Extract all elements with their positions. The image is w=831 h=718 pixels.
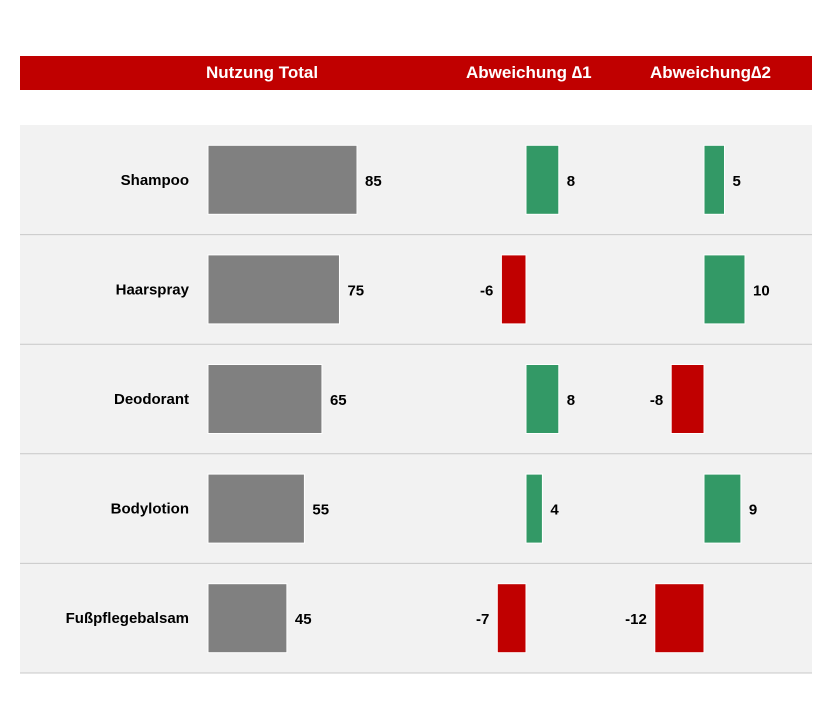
total-bar-bodylotion — [207, 473, 305, 544]
header-abweichung-2: Abweichung∆2 — [650, 63, 771, 82]
delta2-value-label-deodorant: -8 — [650, 392, 663, 409]
total-value-label-bodylotion: 55 — [312, 502, 329, 519]
category-label-deodorant: Deodorant — [114, 391, 189, 408]
delta1-bar-deodorant — [525, 364, 560, 434]
delta1-bar-haarspray — [500, 254, 527, 325]
total-bar-deodorant — [207, 364, 323, 434]
delta1-value-label-haarspray: -6 — [480, 282, 493, 299]
total-value-label-fusspflegebalsam: 45 — [295, 611, 312, 628]
category-label-fusspflegebalsam: Fußpflegebalsam — [66, 610, 189, 627]
total-bar-fusspflegebalsam — [207, 583, 288, 654]
total-bar-shampoo — [207, 144, 358, 215]
category-label-bodylotion: Bodylotion — [111, 501, 189, 518]
delta2-bar-fusspflegebalsam — [654, 583, 705, 654]
delta1-bar-bodylotion — [525, 473, 543, 544]
delta2-bar-shampoo — [703, 144, 725, 215]
total-value-label-deodorant: 65 — [330, 392, 347, 409]
delta2-value-label-fusspflegebalsam: -12 — [625, 611, 647, 628]
total-bar-haarspray — [207, 254, 340, 325]
delta2-value-label-bodylotion: 9 — [749, 502, 757, 519]
category-label-shampoo: Shampoo — [121, 172, 189, 189]
category-label-haarspray: Haarspray — [116, 281, 190, 298]
delta1-bar-shampoo — [525, 144, 560, 215]
delta1-value-label-fusspflegebalsam: -7 — [476, 611, 489, 628]
delta1-value-label-shampoo: 8 — [567, 173, 575, 190]
delta2-bar-bodylotion — [703, 473, 742, 544]
delta2-value-label-shampoo: 5 — [733, 173, 741, 190]
delta1-value-label-deodorant: 8 — [567, 392, 575, 409]
delta1-bar-fusspflegebalsam — [496, 583, 527, 654]
delta2-bar-deodorant — [670, 364, 705, 434]
header-bar — [20, 56, 812, 90]
header-abweichung-1: Abweichung ∆1 — [466, 63, 592, 82]
delta2-value-label-haarspray: 10 — [753, 282, 770, 299]
total-value-label-shampoo: 85 — [365, 173, 382, 190]
delta1-value-label-bodylotion: 4 — [550, 502, 559, 519]
total-value-label-haarspray: 75 — [347, 282, 364, 299]
header-nutzung-total: Nutzung Total — [206, 63, 318, 82]
delta2-bar-haarspray — [703, 254, 746, 325]
